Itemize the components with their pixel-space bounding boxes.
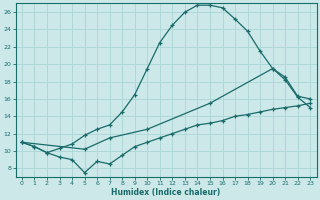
X-axis label: Humidex (Indice chaleur): Humidex (Indice chaleur): [111, 188, 221, 197]
